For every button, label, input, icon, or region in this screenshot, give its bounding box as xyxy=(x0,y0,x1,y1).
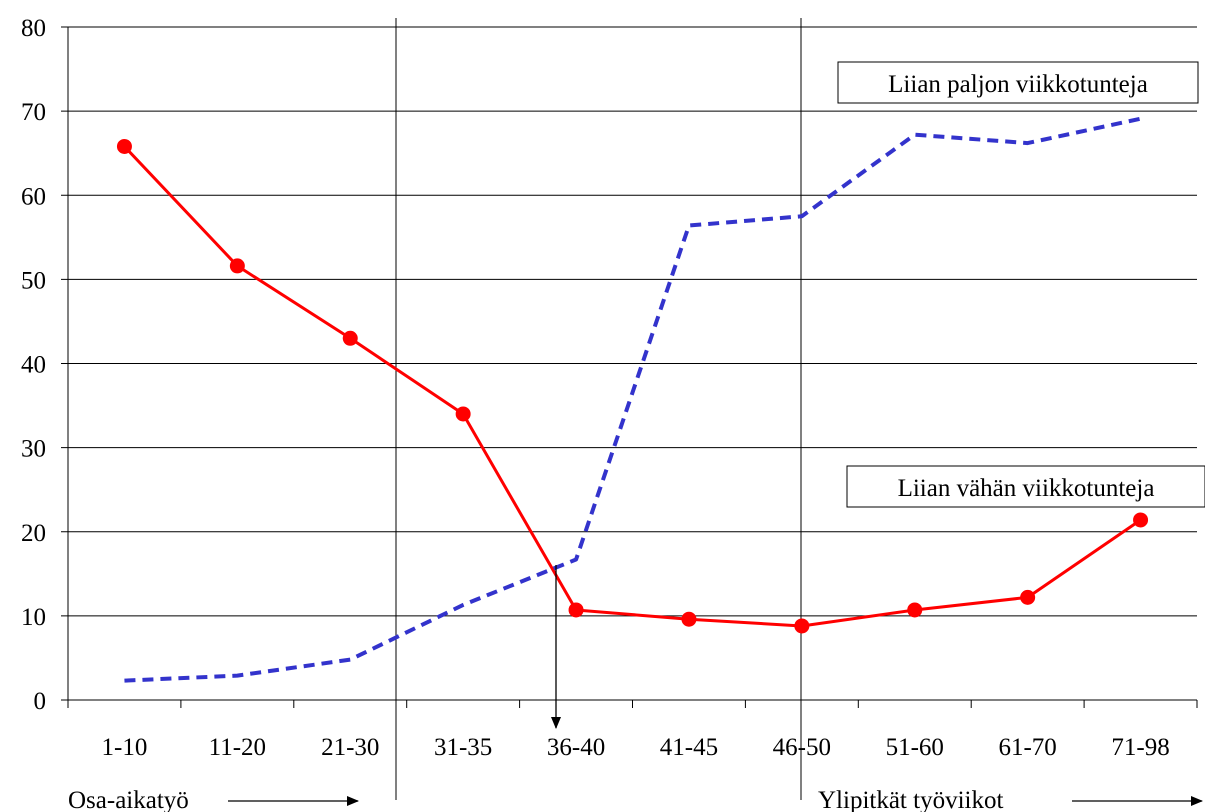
x-tick-label-51-60: 51-60 xyxy=(886,734,944,761)
section-dividers xyxy=(395,18,802,800)
y-tick-label-70: 70 xyxy=(21,99,46,126)
series-0-point-9 xyxy=(1133,512,1149,528)
series-0-point-4 xyxy=(568,602,584,618)
x-tick-label-11-20: 11-20 xyxy=(209,734,266,761)
x-tick-label-31-35: 31-35 xyxy=(434,734,492,761)
x-tick-label-46-50: 46-50 xyxy=(773,734,831,761)
annotation-long-weeks: Ylipitkät työviikot xyxy=(818,787,1003,812)
series-0-point-8 xyxy=(1020,589,1036,605)
x-tick-label-41-45: 41-45 xyxy=(660,734,718,761)
series-0-point-7 xyxy=(907,602,923,618)
x-tick-label-1-10: 1-10 xyxy=(102,734,148,761)
series-0-point-1 xyxy=(229,258,245,274)
y-tick-label-20: 20 xyxy=(21,520,46,547)
horizontal-gridlines xyxy=(68,26,1197,617)
series-0-point-2 xyxy=(342,330,358,346)
series-0-point-6 xyxy=(794,618,810,634)
x-tick-label-61-70: 61-70 xyxy=(998,734,1056,761)
legend-label-liian-vahan: Liian vähän viikkotunteja xyxy=(898,475,1155,502)
x-tick-label-36-40: 36-40 xyxy=(547,734,605,761)
y-tick-label-10: 10 xyxy=(21,604,46,631)
legend-entry-liian-paljon: Liian paljon viikkotunteja xyxy=(837,61,1199,104)
axes xyxy=(61,26,1198,708)
y-tick-label-40: 40 xyxy=(21,352,46,379)
y-tick-label-80: 80 xyxy=(21,15,46,42)
x-tick-label-21-30: 21-30 xyxy=(321,734,379,761)
legend-label-liian-paljon: Liian paljon viikkotunteja xyxy=(888,71,1148,98)
x-tick-labels: 1-10 11-20 21-30 31-35 36-40 41-45 46-50 51-60 6… xyxy=(102,734,1170,761)
y-tick-label-50: 50 xyxy=(21,267,46,294)
series-line-1 xyxy=(124,116,1141,683)
series-0-point-5 xyxy=(681,611,697,627)
y-tick-labels: 0 10 20 30 40 50 60 70 80 xyxy=(21,15,46,715)
y-tick-label-60: 60 xyxy=(21,183,46,210)
y-tick-label-0: 0 xyxy=(34,688,47,715)
series-line-0 xyxy=(123,145,1142,628)
x-tick-label-71-98: 71-98 xyxy=(1111,734,1169,761)
annotation-part-time: Osa-aikatyö xyxy=(68,787,189,812)
legend-entry-liian-vahan: Liian vähän viikkotunteja xyxy=(846,465,1205,508)
series-layer xyxy=(116,116,1149,683)
y-tick-label-30: 30 xyxy=(21,436,46,463)
series-0-point-3 xyxy=(455,406,471,422)
series-0-point-0 xyxy=(116,138,132,154)
